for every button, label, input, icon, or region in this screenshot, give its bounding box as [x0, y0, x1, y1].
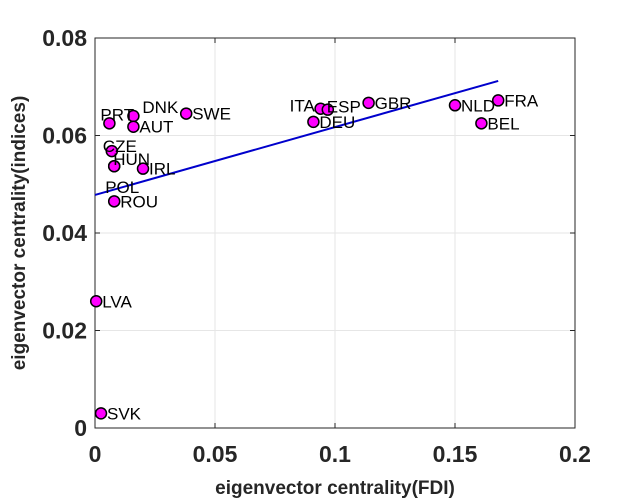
label-irl: IRL — [149, 160, 175, 179]
y-axis-label: eigenvector centrality(indices) — [9, 96, 30, 371]
marker-deu — [307, 115, 320, 129]
label-aut: AUT — [139, 118, 173, 137]
label-pol: POL — [105, 178, 139, 197]
marker-pol — [107, 159, 121, 173]
x-tick-label: 0.15 — [433, 441, 478, 467]
marker-irl — [136, 162, 150, 175]
label-bel: BEL — [487, 114, 519, 133]
marker-lva — [89, 295, 103, 308]
y-tick-label: 0.04 — [42, 220, 87, 246]
x-tick-label: 0.1 — [319, 441, 351, 467]
label-nld: NLD — [461, 96, 495, 115]
y-tick-label: 0.08 — [42, 25, 87, 51]
label-lva: LVA — [102, 292, 132, 311]
label-dnk: DNK — [142, 98, 179, 117]
marker-prt — [103, 117, 116, 130]
fit-line — [94, 79, 499, 196]
label-esp: ESP — [327, 98, 361, 117]
label-swe: SWE — [192, 105, 231, 124]
label-ita: ITA — [290, 97, 316, 116]
x-tick-label: 0.05 — [193, 441, 238, 467]
label-rou: ROU — [120, 192, 158, 211]
marker-esp — [321, 103, 335, 116]
marker-bel — [475, 117, 488, 130]
x-tick-label: 0.2 — [559, 441, 591, 467]
y-tick-label: 0.02 — [42, 318, 87, 344]
label-hun: HUN — [113, 150, 150, 169]
axis-ticks: 0 0.05 0.1 0.15 0.2 0 0.02 0.04 0.06 0.08 — [42, 25, 591, 467]
data-points — [89, 94, 505, 420]
label-svk: SVK — [107, 404, 142, 423]
fit-line-group — [94, 79, 499, 196]
marker-gbr — [362, 96, 375, 110]
marker-nld — [448, 99, 462, 112]
label-prt: PRT — [100, 105, 134, 124]
x-axis-label: eigenvector centrality(FDI) — [215, 478, 455, 499]
marker-fra — [491, 94, 505, 107]
label-cze: CZE — [103, 137, 137, 156]
label-fra: FRA — [504, 91, 539, 110]
marker-swe — [179, 107, 193, 120]
x-tick-label: 0 — [89, 441, 102, 467]
marker-aut — [127, 120, 140, 133]
label-gbr: GBR — [375, 94, 412, 113]
marker-cze — [105, 144, 119, 158]
marker-svk — [94, 407, 108, 420]
y-tick-label: 0 — [74, 415, 87, 441]
marker-rou — [107, 195, 121, 208]
label-deu: DEU — [319, 113, 355, 132]
y-tick-label: 0.06 — [42, 123, 87, 149]
